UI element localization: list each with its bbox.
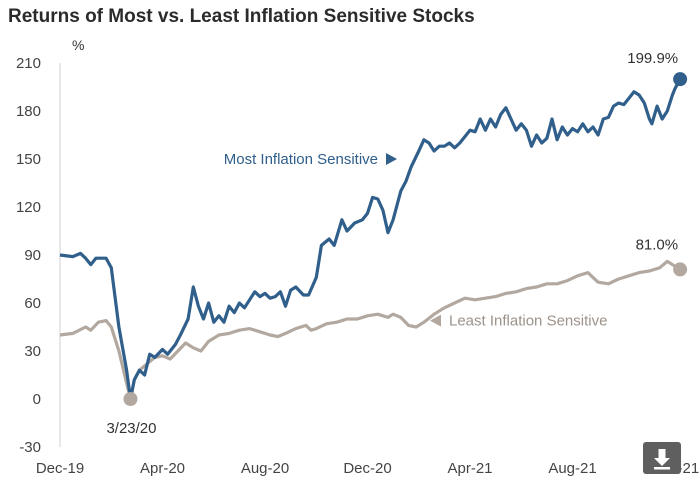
least-series-label: Least Inflation Sensitive [449,313,607,330]
download-icon [654,449,670,470]
x-tick-label: Dec-19 [36,460,84,477]
y-tick-label: -30 [19,439,41,456]
y-tick-label: 210 [16,55,41,72]
chart-title: Returns of Most vs. Least Inflation Sens… [8,6,475,27]
trough-marker [123,392,138,406]
x-tick-label: Apr-20 [140,460,185,477]
y-tick-label: 90 [24,247,41,264]
most-inflation-sensitiveline [59,78,682,401]
most-end-value-label: 199.9% [627,50,678,67]
x-tick-label: Apr-21 [447,460,492,477]
least-series-arrow [430,314,441,327]
y-tick-label: 180 [16,103,41,120]
most-series-arrow [386,153,397,165]
least-end-marker [673,262,688,277]
trough-date-label: 3/23/20 [106,420,156,437]
download-button[interactable] [643,442,681,474]
least-inflation-sensitiveline [59,259,681,401]
y-tick-label: 150 [16,151,41,168]
y-unit-label: % [72,37,84,53]
x-tick-label: Aug-20 [241,460,289,477]
least-end-value-label: 81.0% [636,236,679,253]
y-tick-label: 30 [24,343,41,360]
x-tick-label: Dec-20 [343,460,391,477]
y-tick-label: 60 [24,295,41,312]
x-tick-label: Aug-21 [548,460,596,477]
y-tick-label: 120 [16,199,41,216]
most-series-label: Most Inflation Sensitive [224,151,378,168]
most-end-marker [673,72,688,87]
y-tick-label: 0 [33,391,41,408]
